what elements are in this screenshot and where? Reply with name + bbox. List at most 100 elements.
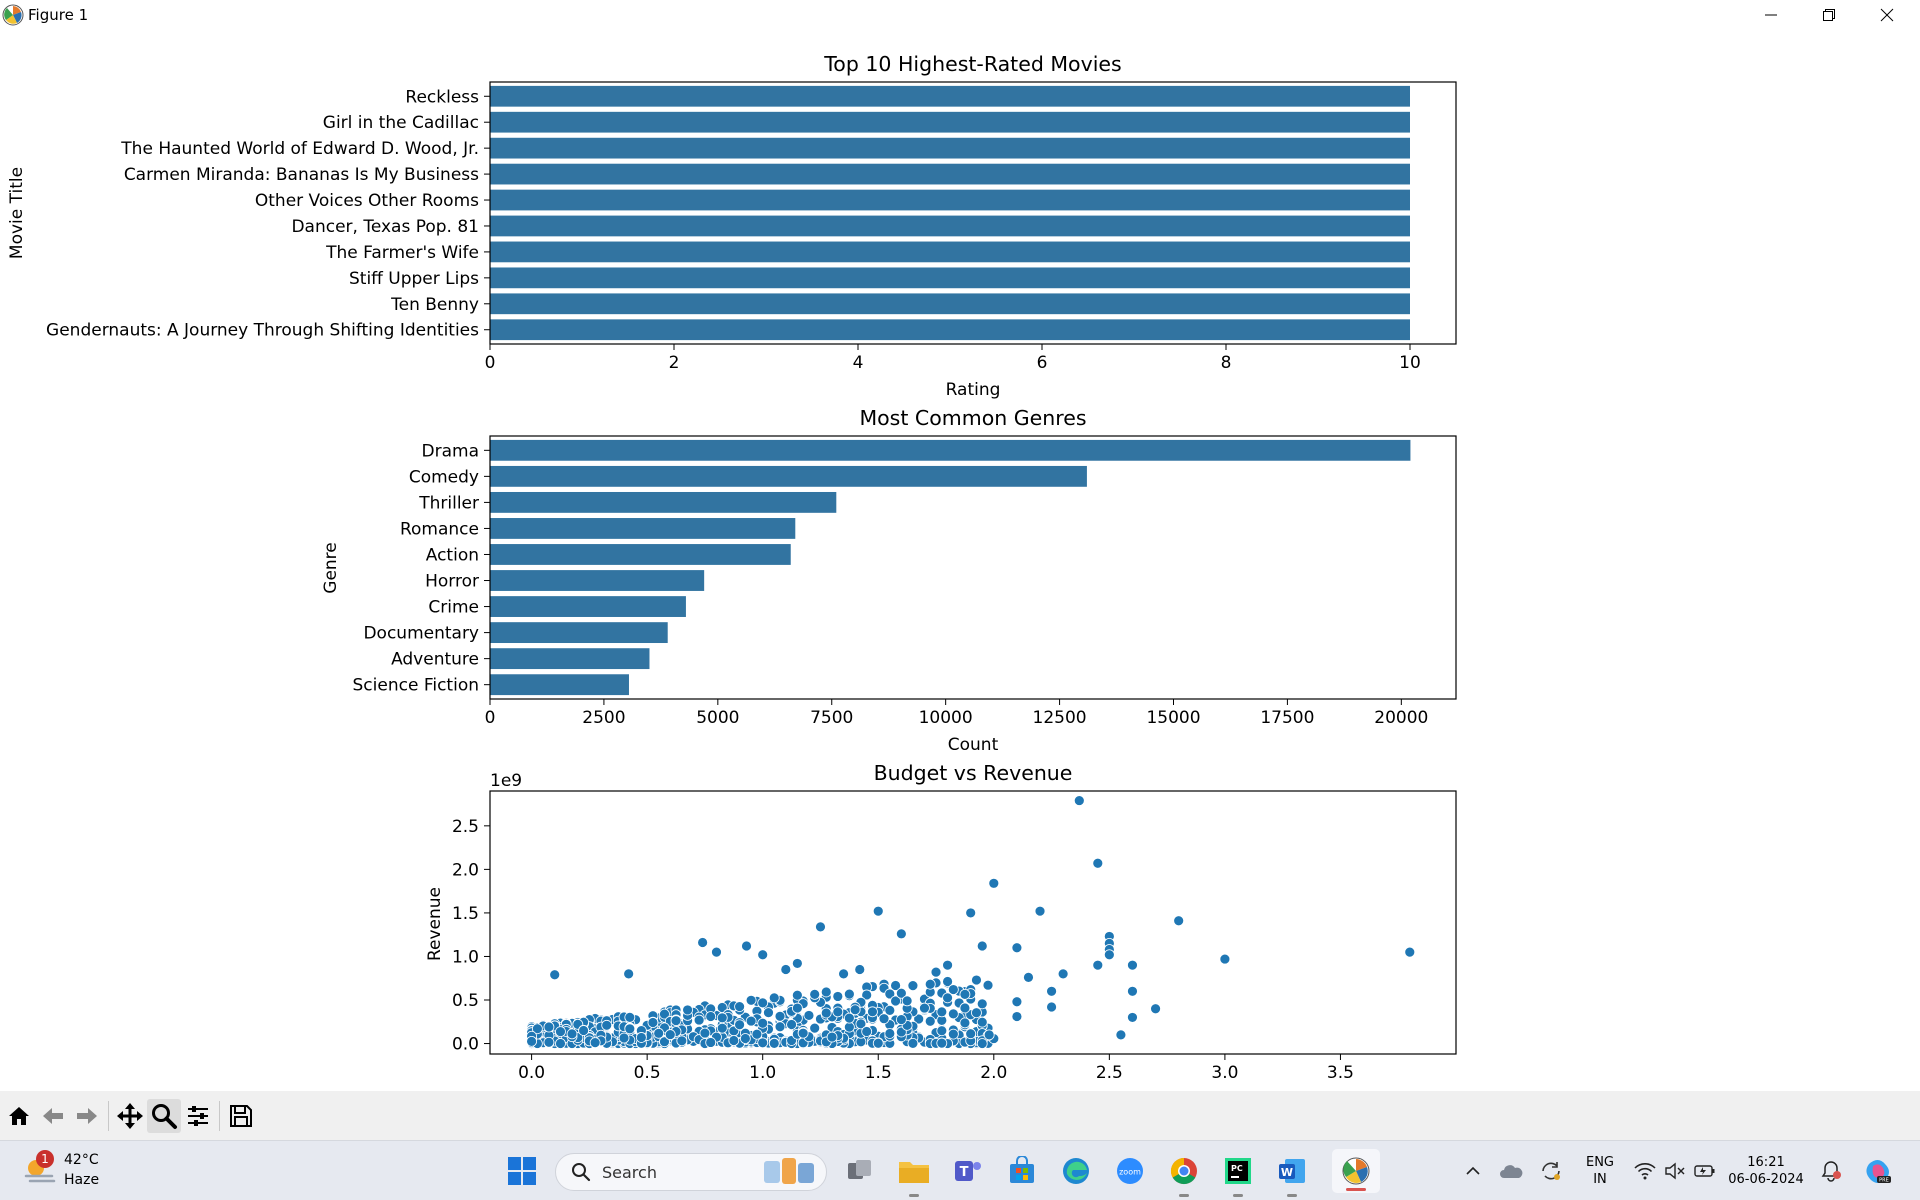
figure-canvas[interactable]: Reckless Girl in the Cadillac The Haunted … xyxy=(0,29,1920,1091)
scatter-point xyxy=(543,1021,555,1033)
forward-arrow-icon[interactable] xyxy=(70,1099,104,1133)
bar xyxy=(490,241,1410,263)
x-axis-label: Count xyxy=(948,735,999,755)
scatter-point xyxy=(716,1022,728,1034)
y-tick-label: Carmen Miranda: Bananas Is My Business xyxy=(124,165,479,185)
language-indicator[interactable]: ENG IN xyxy=(1576,1153,1624,1189)
scatter-point xyxy=(947,1028,959,1040)
scatter-point xyxy=(849,1004,861,1016)
window-titlebar: Figure 1 xyxy=(0,0,1920,29)
word-icon[interactable]: W xyxy=(1272,1151,1312,1197)
matplotlib-app-icon[interactable] xyxy=(1332,1149,1380,1193)
x-tick-label: 2.0 xyxy=(980,1063,1007,1083)
search-placeholder: Search xyxy=(602,1162,657,1182)
scatter-point xyxy=(774,1010,786,1022)
scatter-points xyxy=(526,795,1416,1049)
scatter-point xyxy=(647,1017,659,1028)
file-explorer-icon[interactable] xyxy=(894,1151,934,1197)
configure-subplots-icon[interactable] xyxy=(181,1099,215,1133)
scatter-point xyxy=(734,1001,745,1013)
copilot-icon[interactable]: PRE xyxy=(1858,1151,1898,1191)
maximize-icon[interactable] xyxy=(1800,0,1858,29)
scatter-point xyxy=(872,905,884,917)
scatter-point xyxy=(803,1010,815,1021)
scatter-point xyxy=(901,995,913,1007)
bar xyxy=(490,163,1410,185)
scatter-point xyxy=(965,1028,977,1040)
figure-svg: Reckless Girl in the Cadillac The Haunted … xyxy=(7,52,1457,1083)
x-tick-label: 0.5 xyxy=(634,1063,661,1083)
clock[interactable]: 16:21 06-06-2024 xyxy=(1728,1152,1804,1190)
scatter-point xyxy=(976,1016,988,1028)
scatter-point xyxy=(820,1007,832,1019)
onedrive-icon[interactable] xyxy=(1494,1151,1528,1191)
scatter-point xyxy=(942,976,953,987)
scatter-point xyxy=(578,1025,589,1036)
close-icon[interactable] xyxy=(1858,0,1916,29)
svg-text:PRE: PRE xyxy=(1879,1178,1889,1184)
teams-icon[interactable]: T xyxy=(948,1151,988,1191)
scatter-point xyxy=(531,1023,543,1035)
weather-condition: Haze xyxy=(64,1172,100,1188)
scatter-point xyxy=(664,1029,676,1040)
x-tick-label: 15000 xyxy=(1146,708,1200,728)
volume-muted-icon[interactable] xyxy=(1660,1151,1690,1191)
minimize-icon[interactable] xyxy=(1742,0,1800,29)
zoom-app-icon[interactable]: zoom xyxy=(1110,1151,1150,1191)
x-tick-label: 1.5 xyxy=(865,1063,892,1083)
task-view-icon[interactable] xyxy=(840,1151,880,1191)
scatter-point xyxy=(924,1015,936,1027)
save-icon[interactable] xyxy=(224,1099,258,1133)
y-tick-label: Gendernauts: A Journey Through Shifting … xyxy=(46,321,479,341)
toolbar-separator xyxy=(219,1100,220,1131)
x-tick-label: 12500 xyxy=(1033,708,1087,728)
bar xyxy=(490,137,1410,159)
scatter-point xyxy=(1046,1001,1057,1013)
scatter-point xyxy=(1173,915,1185,927)
start-icon[interactable] xyxy=(502,1151,542,1191)
scatter-point xyxy=(832,1006,844,1018)
pan-icon[interactable] xyxy=(113,1099,147,1133)
scatter-point xyxy=(1034,905,1046,917)
scatter-point xyxy=(820,986,832,998)
scatter-point xyxy=(757,1037,769,1049)
sync-icon[interactable] xyxy=(1534,1151,1568,1191)
wifi-icon[interactable] xyxy=(1630,1151,1660,1191)
search-icon xyxy=(572,1163,591,1182)
x-tick-label: 20000 xyxy=(1374,708,1428,728)
scatter-point xyxy=(919,1002,930,1014)
chrome-icon[interactable] xyxy=(1164,1151,1204,1197)
scatter-point xyxy=(791,989,803,1001)
scatter-point xyxy=(1150,1003,1161,1015)
scatter-point xyxy=(635,1032,647,1043)
scatter-point xyxy=(624,1023,636,1035)
home-icon[interactable] xyxy=(2,1099,36,1133)
battery-icon[interactable] xyxy=(1690,1151,1720,1191)
scatter-point xyxy=(1115,1029,1127,1041)
y-tick-label: Romance xyxy=(400,519,479,539)
y-tick-label: Science Fiction xyxy=(353,676,479,696)
scatter-point xyxy=(976,1038,988,1049)
weather-widget[interactable]: 1 42°C Haze xyxy=(22,1150,99,1190)
scatter-point xyxy=(971,974,982,986)
scatter-point xyxy=(861,989,873,1001)
x-tick-label: 10 xyxy=(1399,353,1421,373)
y-tick-label: Thriller xyxy=(418,493,479,513)
zoom-icon[interactable] xyxy=(147,1098,181,1133)
back-arrow-icon[interactable] xyxy=(36,1099,70,1133)
scatter-point xyxy=(699,1027,711,1039)
scatter-point xyxy=(1092,959,1104,971)
taskbar-search-input[interactable]: Search xyxy=(555,1153,827,1191)
notifications-icon[interactable] xyxy=(1814,1151,1848,1191)
scatter-point xyxy=(797,1027,809,1039)
scatter-point xyxy=(659,1008,670,1020)
pycharm-icon[interactable]: PC xyxy=(1218,1151,1258,1197)
edge-icon[interactable] xyxy=(1056,1151,1096,1191)
scatter-point xyxy=(682,1004,693,1016)
store-icon[interactable] xyxy=(1002,1151,1042,1191)
scatter-point xyxy=(757,949,769,961)
bar xyxy=(490,267,1410,289)
scatter-point xyxy=(936,1006,948,1018)
show-hidden-icons-icon[interactable] xyxy=(1456,1151,1490,1191)
scatter-point xyxy=(589,1037,601,1049)
